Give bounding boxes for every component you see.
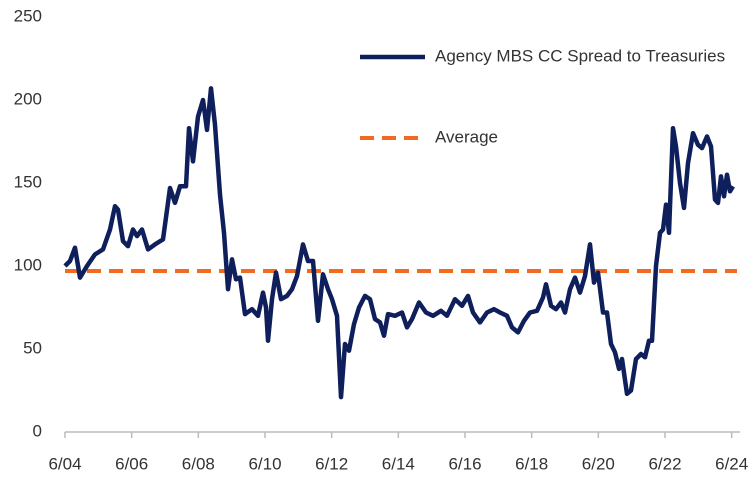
x-tick-label: 6/12 [315, 454, 348, 473]
y-tick-label: 50 [23, 338, 42, 357]
y-tick-label: 0 [33, 421, 42, 440]
y-tick-label: 100 [14, 255, 42, 274]
x-tick-label: 6/20 [582, 454, 615, 473]
legend-label: Agency MBS CC Spread to Treasuries [435, 46, 725, 65]
x-tick-label: 6/04 [48, 454, 81, 473]
x-tick-label: 6/18 [515, 454, 548, 473]
x-tick-label: 6/14 [382, 454, 415, 473]
x-tick-label: 6/10 [248, 454, 281, 473]
y-tick-label: 200 [14, 89, 42, 108]
x-tick-label: 6/08 [182, 454, 215, 473]
legend-label: Average [435, 127, 498, 146]
y-tick-label: 150 [14, 172, 42, 191]
x-tick-label: 6/24 [715, 454, 748, 473]
x-tick-label: 6/16 [448, 454, 481, 473]
series-line [63, 86, 735, 400]
x-tick-label: 6/22 [648, 454, 681, 473]
x-tick-label: 6/06 [115, 454, 148, 473]
y-tick-label: 250 [14, 6, 42, 25]
